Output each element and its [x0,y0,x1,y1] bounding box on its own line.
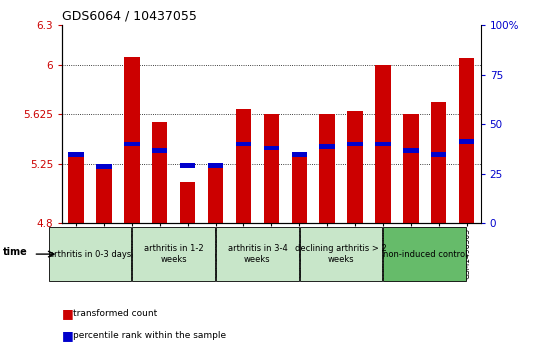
Bar [375,65,390,223]
Text: non-induced control: non-induced control [382,250,467,258]
Bar [403,114,418,223]
Bar [208,168,223,223]
Text: ■: ■ [62,329,74,342]
Bar [152,148,167,153]
Bar [431,102,447,223]
Bar [96,164,112,169]
Bar [320,144,335,149]
Bar [320,114,335,223]
Bar [459,139,474,144]
Bar [69,155,84,223]
Bar [292,157,307,223]
Bar [96,168,112,223]
Text: time: time [3,247,28,257]
Bar [236,109,251,223]
Bar [431,152,447,157]
Bar [264,114,279,223]
Text: arthritis in 1-2
weeks: arthritis in 1-2 weeks [144,244,204,264]
Bar [124,57,139,223]
Bar [236,142,251,146]
Bar [180,182,195,223]
Bar [264,146,279,150]
Bar [403,148,418,153]
Bar [459,58,474,223]
Bar [69,152,84,157]
Text: transformed count: transformed count [73,310,157,318]
Bar [375,142,390,146]
Text: percentile rank within the sample: percentile rank within the sample [73,331,226,340]
Bar [347,111,363,223]
Bar [347,142,363,146]
Bar [124,142,139,146]
Text: GDS6064 / 10437055: GDS6064 / 10437055 [62,9,197,22]
Text: declining arthritis > 2
weeks: declining arthritis > 2 weeks [295,244,387,264]
Text: arthritis in 0-3 days: arthritis in 0-3 days [49,250,131,258]
Bar [152,122,167,223]
Bar [180,163,195,167]
Bar [292,152,307,157]
Text: arthritis in 3-4
weeks: arthritis in 3-4 weeks [227,244,287,264]
Bar [208,163,223,167]
Text: ■: ■ [62,307,74,321]
